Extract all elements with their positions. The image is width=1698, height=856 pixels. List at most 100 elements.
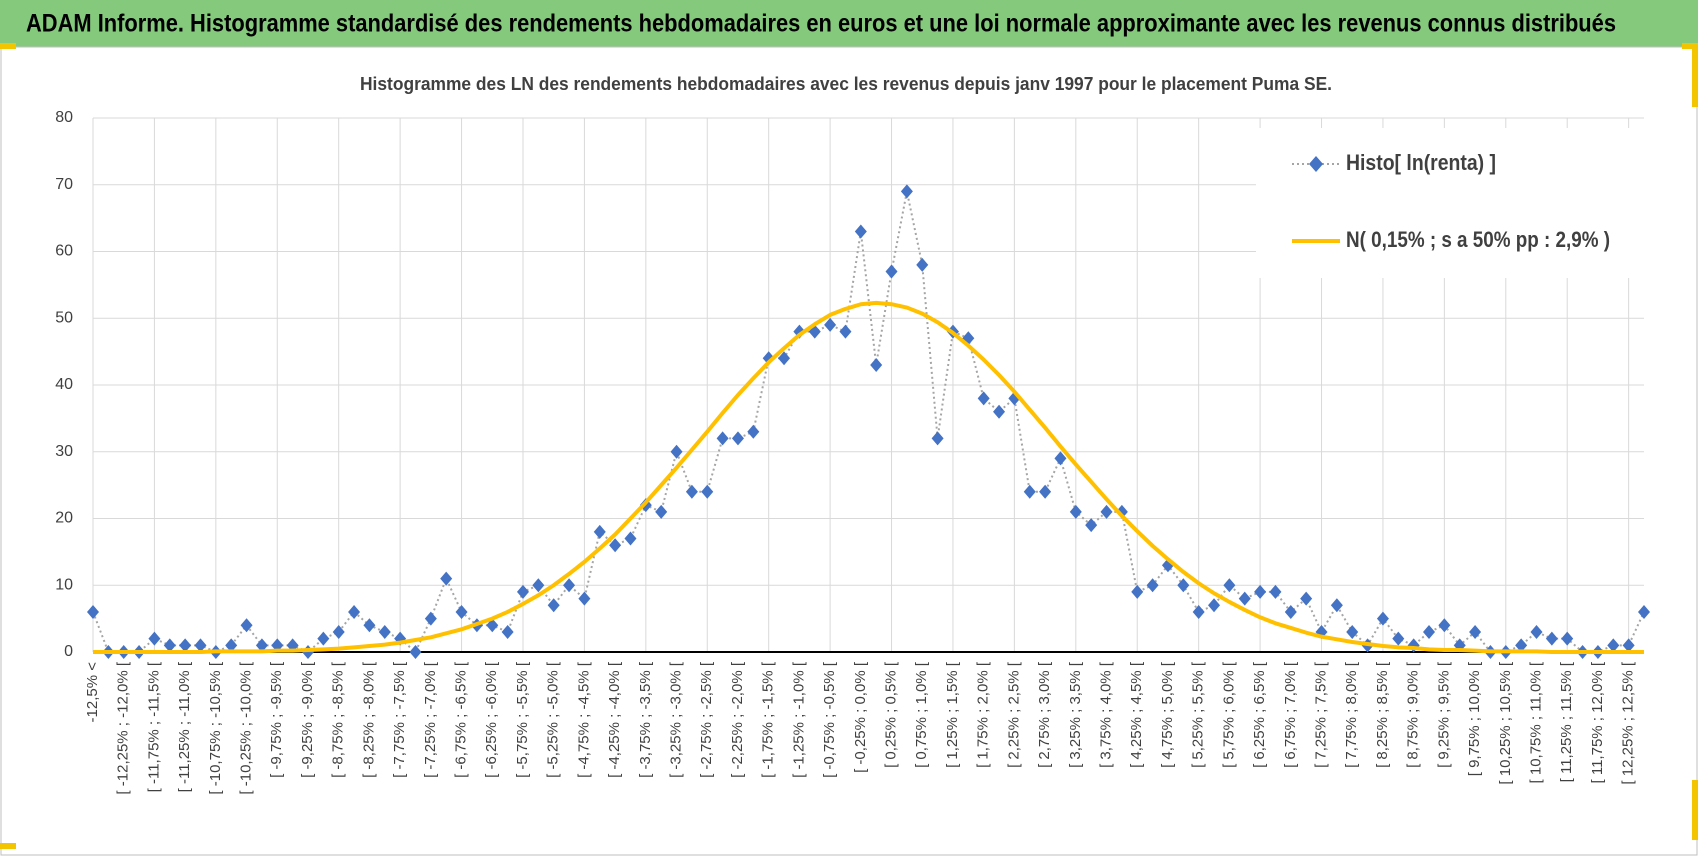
marker [348, 604, 361, 619]
y-tick-label: 40 [55, 376, 73, 393]
x-tick-label: [ -11,75% ; -11,5% [ [145, 661, 162, 792]
marker [731, 431, 744, 446]
marker [255, 638, 268, 653]
x-tick-label: [ 1,75% ; 2,0% [ [975, 661, 992, 768]
x-tick-label: -12,5% < [84, 662, 101, 723]
marker [685, 484, 698, 499]
x-tick-label: [ 6,25% ; 6,5% [ [1251, 661, 1268, 768]
marker [885, 264, 898, 279]
marker [240, 618, 253, 633]
x-tick-label: [ -2,25% ; -2,0% [ [729, 661, 746, 778]
x-tick-label: [ 2,75% ; 3,0% [ [1036, 661, 1053, 768]
y-tick-label: 30 [55, 443, 73, 460]
x-tick-label: [ 9,75% ; 10,0% [ [1466, 661, 1483, 776]
marker [1223, 578, 1236, 593]
x-tick-label: [ 7,25% ; 7,5% [ [1312, 661, 1329, 768]
marker [1146, 578, 1159, 593]
x-tick-label: [ 11,25% ; 11,5% [ [1558, 661, 1575, 782]
y-tick-label: 60 [55, 243, 73, 260]
series-line [93, 300, 1644, 654]
x-tick-label: [ 8,75% ; 9,0% [ [1405, 661, 1422, 768]
y-tick-label: 0 [64, 643, 73, 660]
corner [0, 843, 16, 849]
marker [378, 624, 391, 639]
marker [1438, 618, 1451, 633]
marker [1054, 451, 1067, 466]
x-tick-label: [ 9,25% ; 9,5% [ [1435, 661, 1452, 768]
marker [1545, 631, 1558, 646]
x-tick-label: [ 4,75% ; 5,0% [ [1159, 661, 1176, 768]
marker [409, 645, 422, 659]
marker [655, 504, 668, 519]
x-tick-label: [ 11,75% ; 12,0% [ [1589, 661, 1606, 783]
x-tick-label: [ -6,75% ; -6,5% [ [453, 661, 470, 778]
marker [624, 531, 637, 546]
marker [501, 624, 514, 639]
marker [916, 257, 929, 272]
marker [839, 324, 852, 339]
marker [578, 591, 591, 606]
x-tick-label: [ -0,25% ; 0,0% [ [852, 661, 869, 773]
x-tick-label: [ -4,25% ; -4,0% [ [606, 661, 623, 778]
marker [547, 598, 560, 613]
marker [179, 638, 192, 653]
marker [163, 638, 176, 653]
marker [1254, 584, 1267, 599]
x-tick-label: [ -1,75% ; -1,5% [ [760, 661, 777, 778]
marker [87, 604, 99, 619]
corner [0, 43, 16, 49]
y-tick-label: 80 [55, 109, 73, 126]
marker [1177, 578, 1190, 593]
x-tick-label: [ 3,75% ; 4,0% [ [1097, 661, 1114, 768]
y-tick-label: 20 [55, 510, 73, 527]
x-tick-label: [ -2,75% ; -2,5% [ [698, 661, 715, 778]
marker [670, 444, 683, 459]
marker [1023, 484, 1036, 499]
marker [1085, 518, 1098, 533]
marker [1192, 604, 1205, 619]
marker [317, 631, 330, 646]
marker [854, 224, 867, 239]
legend-label: N( 0,15% ; s a 50% pp : 2,9% ) [1346, 227, 1610, 252]
marker [1238, 591, 1251, 606]
corner [1692, 47, 1698, 107]
marker [455, 604, 468, 619]
marker [1530, 624, 1543, 639]
legend-label: Histo[ ln(renta) ] [1346, 150, 1496, 175]
x-tick-label: [ -3,25% ; -3,0% [ [668, 661, 685, 778]
marker [993, 404, 1006, 419]
marker [1607, 638, 1620, 653]
marker [148, 631, 161, 646]
x-tick-label: [ 7,75% ; 8,0% [ [1343, 661, 1360, 768]
x-tick-label: [ 1,25% ; 1,5% [ [944, 661, 961, 768]
marker [977, 391, 990, 406]
legend-marker [1309, 156, 1323, 172]
marker [1638, 604, 1650, 619]
marker [1392, 631, 1405, 646]
y-tick-label: 50 [55, 309, 73, 326]
marker [1622, 638, 1635, 653]
marker [701, 484, 714, 499]
marker [593, 524, 606, 539]
x-tick-label: [ -1,25% ; -1,0% [ [790, 661, 807, 778]
marker [516, 584, 529, 599]
marker [1069, 504, 1082, 519]
x-tick-label: [ -5,25% ; -5,0% [ [545, 661, 562, 778]
marker [1376, 611, 1389, 626]
x-tick-label: [ 4,25% ; 4,5% [ [1128, 661, 1145, 768]
x-tick-label: [ -10,25% ; -10,0% [ [238, 661, 255, 794]
x-tick-label: [ -9,75% ; -9,5% [ [268, 661, 285, 778]
chart-title: Histogramme des LN des rendements hebdom… [360, 74, 1332, 94]
marker [363, 618, 376, 633]
corner [1692, 780, 1698, 840]
x-tick-label: [ 5,25% ; 5,5% [ [1190, 661, 1207, 768]
marker [1100, 504, 1113, 519]
x-tick-label: [ 12,25% ; 12,5% [ [1620, 661, 1637, 784]
marker [486, 618, 499, 633]
corner [1682, 43, 1698, 49]
x-tick-label: [ -12,25% ; -12,0% [ [115, 661, 132, 794]
x-tick-label: [ 3,25% ; 3,5% [ [1067, 661, 1084, 768]
y-tick-label: 70 [55, 176, 73, 193]
marker [332, 624, 345, 639]
marker [225, 638, 238, 653]
